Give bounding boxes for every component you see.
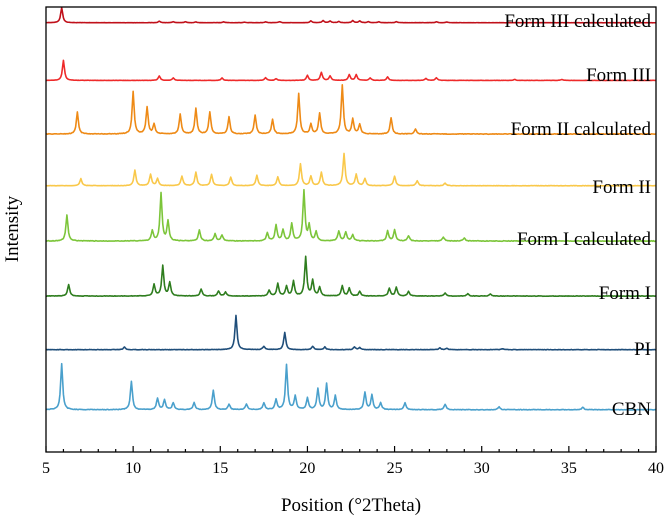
series-label-cbn: CBN	[612, 399, 651, 420]
x-axis-ticks: 5 10 15 20 25 30 35 40	[42, 446, 664, 477]
trace-form-iii	[45, 59, 657, 82]
plot-frame	[45, 6, 657, 453]
y-axis-label: Intensity	[2, 195, 23, 262]
series-label-form-iii: Form III	[586, 65, 651, 86]
trace-form-i-calculated	[45, 188, 657, 243]
x-tick-label-25: 25	[387, 460, 403, 477]
trace-form-ii-calculated	[45, 83, 657, 136]
series-label-form-ii-calculated: Form II calculated	[511, 119, 652, 140]
trace-form-i	[45, 255, 657, 298]
series-label-form-ii: Form II	[592, 177, 651, 198]
trace-cbn	[45, 362, 657, 411]
trace-form-iii-calculated	[45, 6, 657, 24]
x-tick-label-10: 10	[125, 460, 141, 477]
series-label-form-iii-calculated: Form III calculated	[504, 11, 651, 32]
traces-group	[45, 6, 657, 411]
x-tick-label-15: 15	[212, 460, 228, 477]
series-label-form-i-calculated: Form I calculated	[517, 229, 652, 250]
x-tick-label-5: 5	[42, 460, 50, 477]
trace-pi	[45, 314, 657, 351]
x-tick-label-40: 40	[648, 460, 664, 477]
x-axis-label: Position (°2Theta)	[281, 495, 421, 516]
series-labels-group: Form III calculated Form III Form II calcu…	[504, 11, 651, 420]
series-label-form-i: Form I	[599, 283, 651, 304]
trace-form-ii	[45, 152, 657, 187]
x-tick-label-20: 20	[299, 460, 315, 477]
x-tick-label-30: 30	[474, 460, 490, 477]
x-tick-label-35: 35	[561, 460, 577, 477]
series-label-pi: PI	[634, 339, 651, 360]
